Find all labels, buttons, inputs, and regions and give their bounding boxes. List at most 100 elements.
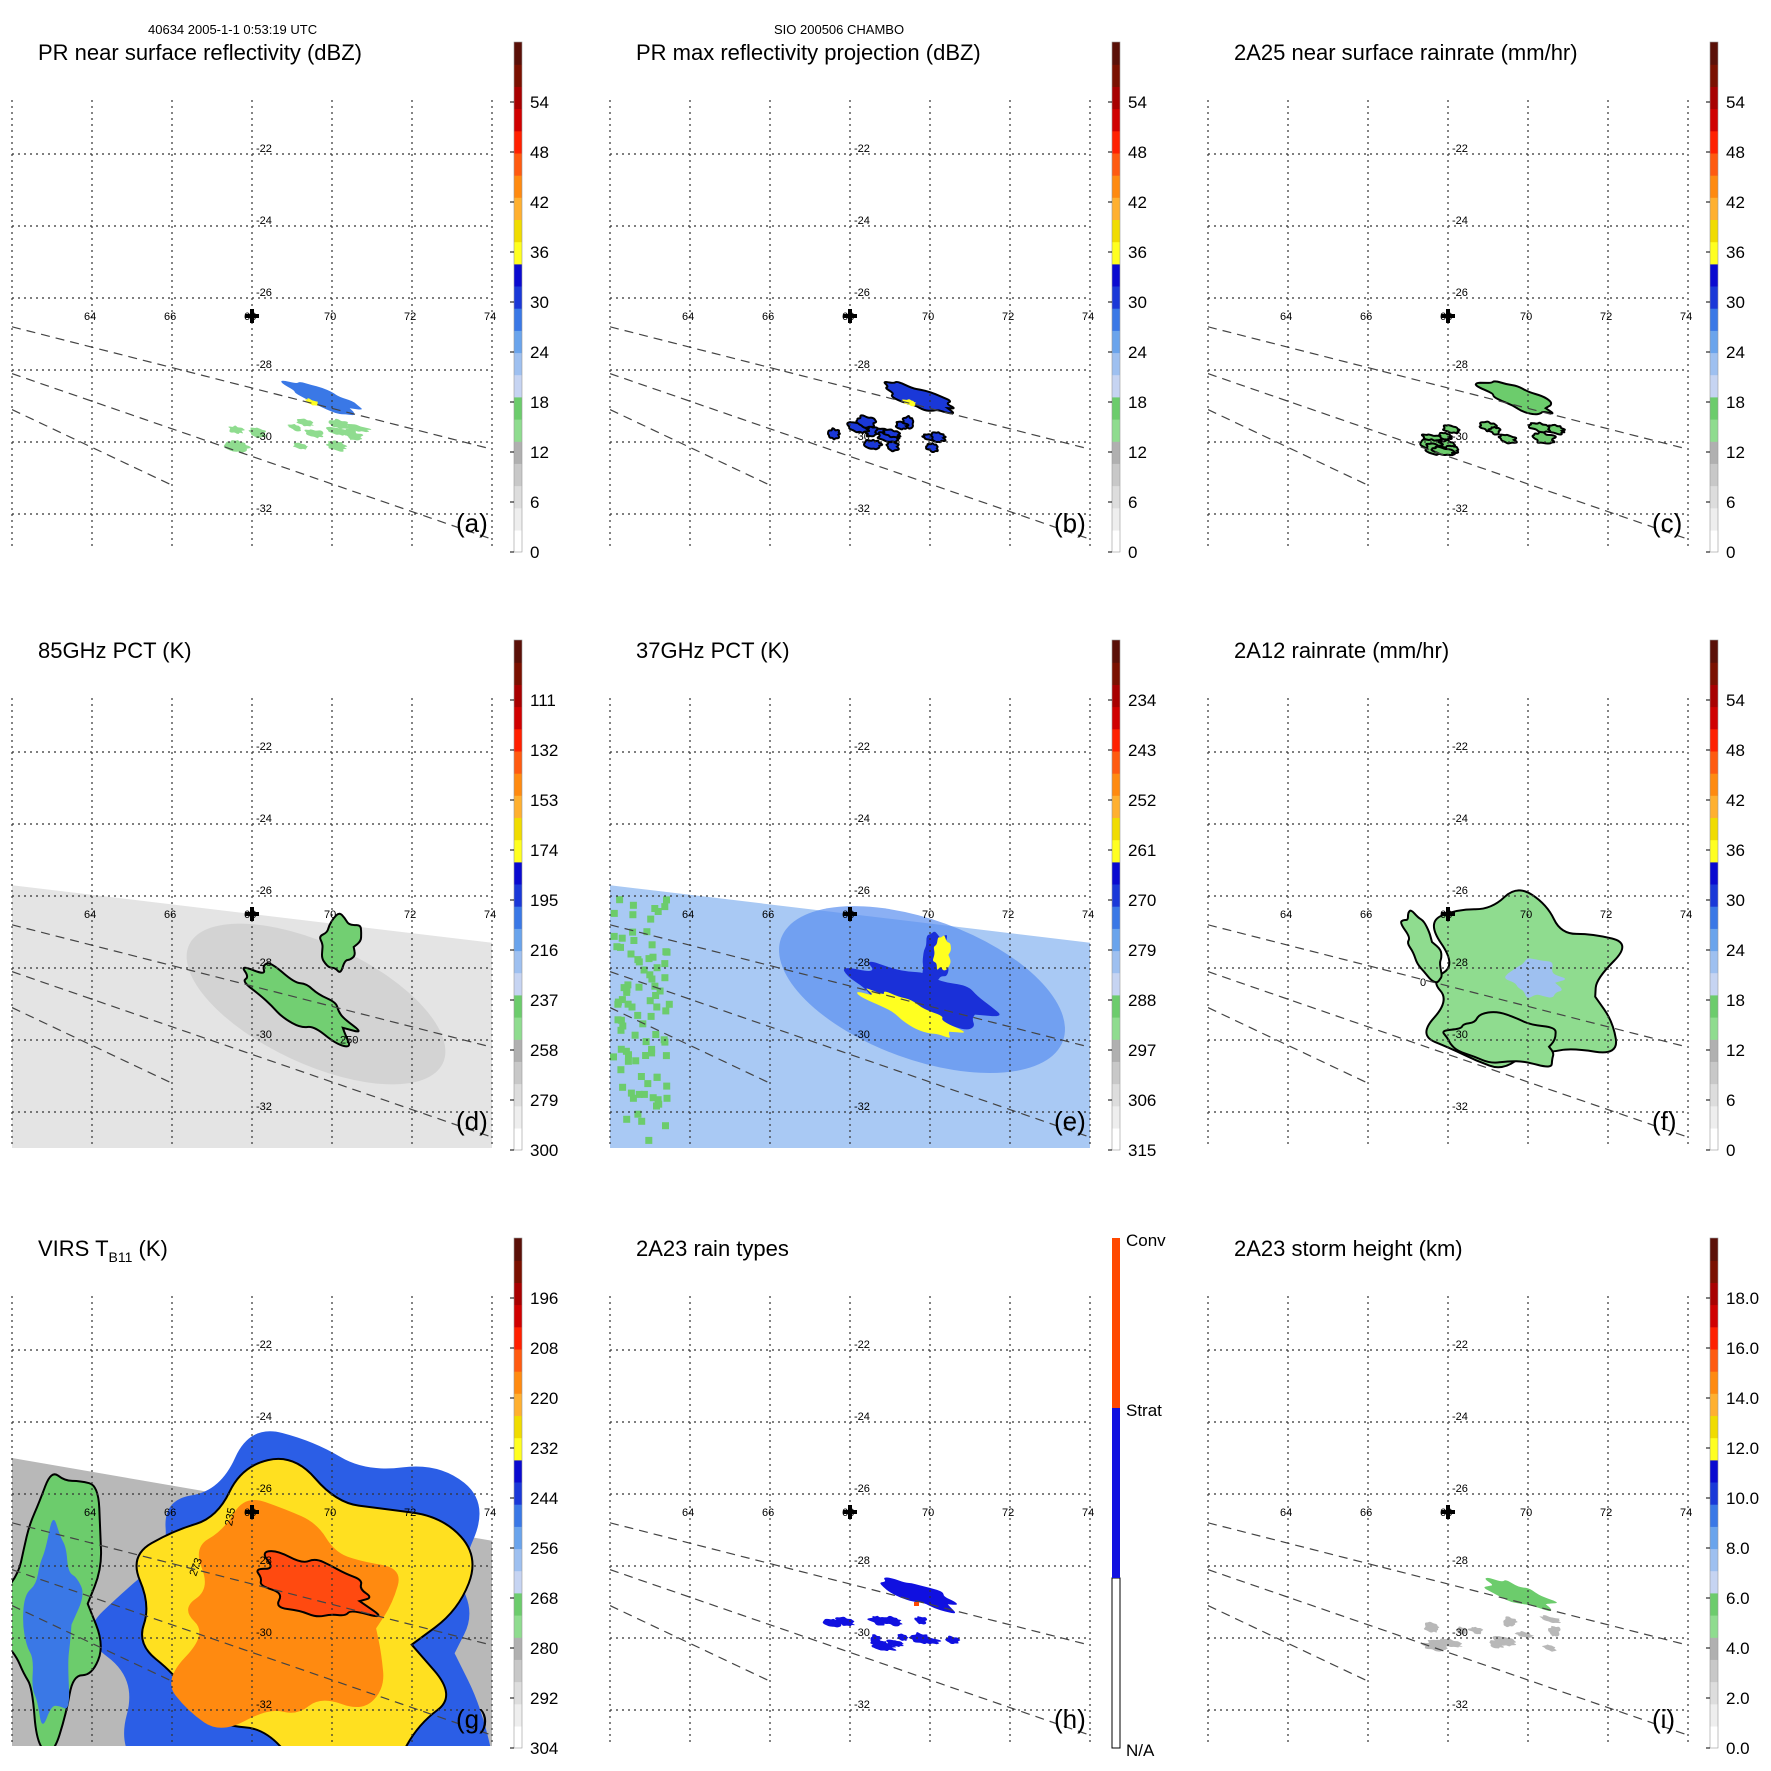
- rain-fragment: [304, 429, 324, 439]
- x-tick-label: 72: [1600, 311, 1612, 323]
- colorbar-label: 12: [530, 443, 549, 462]
- colorbar-segment: [1112, 308, 1120, 331]
- colorbar-label: 0: [1726, 543, 1735, 562]
- colorbar-segment: [1710, 839, 1718, 863]
- colorbar-label: 270: [1128, 891, 1156, 910]
- y-tick-label: -28: [1452, 1555, 1468, 1567]
- colorbar-segment: [1710, 1548, 1718, 1572]
- center-marker: [843, 907, 857, 921]
- colorbar-segment: [1112, 396, 1120, 420]
- panel-label: (e): [1054, 1106, 1086, 1136]
- colorbar-segment: [514, 1282, 522, 1306]
- colorbar-segment: [1112, 197, 1120, 220]
- colorbar-segment: [1112, 130, 1120, 154]
- y-tick-label: -24: [256, 1411, 272, 1423]
- colorbar-segment: [1710, 1415, 1718, 1439]
- rain-fragment: [229, 440, 246, 451]
- colorbar-segment: [514, 839, 522, 863]
- rain-fragment: [1439, 1638, 1463, 1648]
- x-tick-label: 70: [922, 909, 934, 921]
- colorbar: 0.0 2.0 4.0 6.0 8.0 10.0 12.0 14.0 16.0 18.0: [1706, 1237, 1759, 1758]
- colorbar-segment: [1710, 1725, 1718, 1749]
- colorbar-segment: [1112, 728, 1120, 752]
- colorbar-segment: [1710, 42, 1718, 65]
- colorbar-label: 216: [530, 941, 558, 960]
- pixel: [662, 1052, 670, 1060]
- pixel: [648, 975, 656, 983]
- colorbar-na: [1111, 1577, 1121, 1749]
- pixel: [651, 905, 659, 912]
- panel-label: (d): [456, 1106, 488, 1136]
- colorbar-frame: [1111, 639, 1121, 1151]
- rain-fragment: [882, 428, 902, 439]
- colorbar-segment: [514, 972, 522, 996]
- rain-fragment: [1430, 445, 1457, 457]
- header-left: 40634 2005-1-1 0:53:19 UTC: [148, 22, 318, 37]
- colorbar: 0 6 12 18 24 30 36 42 48 54: [1706, 639, 1745, 1160]
- colorbar: 0 6 12 18 24 30 36 42 48 54: [1706, 41, 1745, 562]
- x-tick-label: 64: [1280, 311, 1292, 323]
- colorbar-segment: [1112, 241, 1120, 265]
- colorbar-segment: [514, 1725, 522, 1749]
- colorbar-segment: [1710, 706, 1718, 730]
- header-center: SIO 200506 CHAMBO: [774, 22, 905, 37]
- colorbar-segment: [1112, 285, 1120, 309]
- colorbar-segment: [1710, 1504, 1718, 1527]
- colorbar-label: 18.0: [1726, 1289, 1759, 1308]
- colorbar-segment: [1710, 795, 1718, 818]
- y-tick-label: -28: [854, 1555, 870, 1567]
- rain-fragment: [326, 426, 350, 436]
- pixel: [644, 1080, 652, 1088]
- colorbar-label: 6: [1128, 493, 1137, 512]
- colorbar-label: 12: [1726, 443, 1745, 462]
- x-tick-label: 72: [404, 1507, 416, 1519]
- rain-fragment: [855, 414, 878, 429]
- colorbar-segment: [514, 795, 522, 818]
- rain-fragment: [1497, 433, 1518, 445]
- y-tick-label: -30: [854, 1029, 870, 1041]
- colorbar-label: 6: [1726, 493, 1735, 512]
- y-tick-label: -26: [854, 885, 870, 897]
- colorbar-segment: [1710, 1681, 1718, 1705]
- rain-fragment: [945, 1635, 961, 1645]
- pixel: [638, 1117, 646, 1125]
- y-tick-label: -32: [1452, 1101, 1468, 1113]
- y-tick-label: -22: [1452, 741, 1468, 753]
- pixel: [629, 928, 637, 936]
- rain-fragment: [1442, 424, 1461, 435]
- x-tick-label: 66: [164, 1507, 176, 1519]
- colorbar-segment: [1710, 507, 1718, 531]
- colorbar-frame: [513, 1237, 523, 1749]
- rain-fragment: [328, 418, 350, 430]
- colorbar-label: 220: [530, 1389, 558, 1408]
- center-marker: [843, 1505, 857, 1519]
- x-tick-label: 72: [1600, 909, 1612, 921]
- rain-fragment: [826, 427, 841, 441]
- colorbar-frame: [513, 41, 523, 553]
- colorbar-segment: [1112, 507, 1120, 531]
- colorbar-segment: [1710, 241, 1718, 265]
- x-tick-label: 66: [762, 909, 774, 921]
- y-tick-label: -32: [854, 503, 870, 515]
- colorbar-segment: [514, 1083, 522, 1107]
- colorbar-label: 16.0: [1726, 1339, 1759, 1358]
- colorbar-label: 2.0: [1726, 1689, 1750, 1708]
- rain-fragment: [1531, 430, 1557, 445]
- y-tick-label: -26: [256, 1483, 272, 1495]
- panel-title: 37GHz PCT (K): [636, 638, 790, 663]
- colorbar-segment: [514, 529, 522, 553]
- y-tick-label: -32: [256, 503, 272, 515]
- panel-title: 2A23 rain types: [636, 1236, 789, 1261]
- cloud-area: [23, 1519, 83, 1724]
- panel-label: (c): [1652, 508, 1682, 538]
- pixel: [634, 1011, 642, 1019]
- colorbar-segment: [514, 330, 522, 354]
- y-tick-label: -28: [854, 359, 870, 371]
- colorbar-segment: [1112, 972, 1120, 996]
- x-tick-label: 66: [1360, 311, 1372, 323]
- x-tick-label: 70: [1520, 311, 1532, 323]
- colorbar-label: 18: [1128, 393, 1147, 412]
- colorbar-segment: [1710, 463, 1718, 487]
